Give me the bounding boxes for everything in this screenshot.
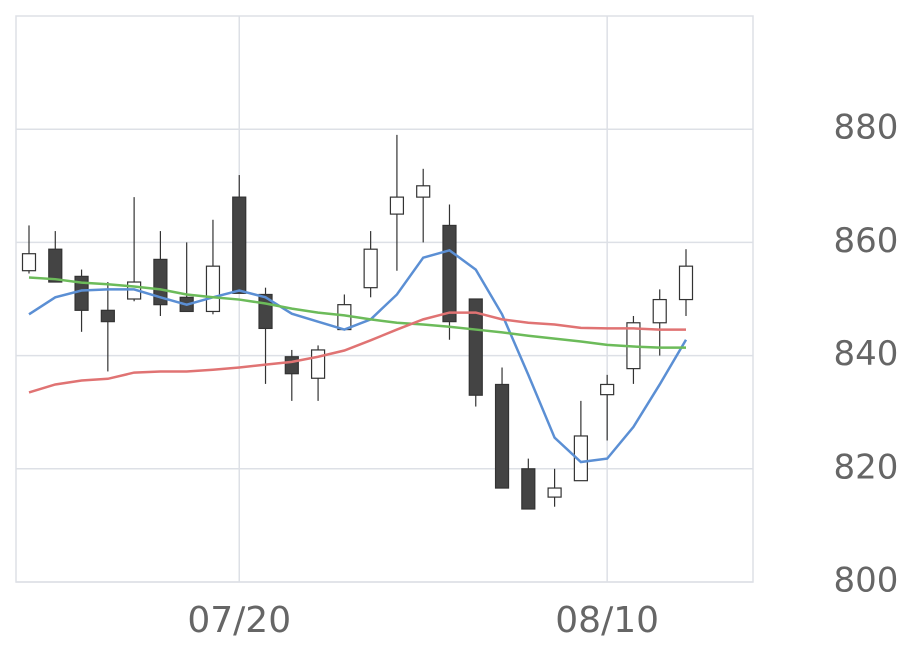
x-tick-label: 07/20 [187,600,291,641]
candle-body [494,383,510,489]
x-tick-label: 08/10 [555,600,659,641]
moving-average-line [28,311,686,394]
candle-body [48,248,63,283]
plot-frame [15,15,754,583]
candle-body [389,196,405,215]
candle-body [521,468,536,510]
candle-body [600,383,615,396]
candle-body [652,298,667,324]
candle-body [573,435,588,482]
candle-body [468,298,483,396]
candle-body [100,309,115,323]
candle-body [678,265,694,301]
candle-body [284,356,299,375]
candle-body [205,265,221,313]
candle-body [232,196,247,294]
moving-average-line [28,248,688,464]
moving-average-line [28,276,686,349]
y-tick-label: 800 [834,561,899,601]
candle-body [310,349,326,379]
y-tick-label: 840 [834,334,899,374]
candle-body [153,258,168,306]
y-tick-label: 860 [834,221,899,261]
y-tick-label: 880 [834,108,899,148]
candle-body [416,185,431,198]
candle-body [547,487,562,498]
candle-body [21,253,37,272]
candle-body [363,248,378,289]
candle-body [442,224,457,323]
y-tick-label: 820 [834,447,899,487]
